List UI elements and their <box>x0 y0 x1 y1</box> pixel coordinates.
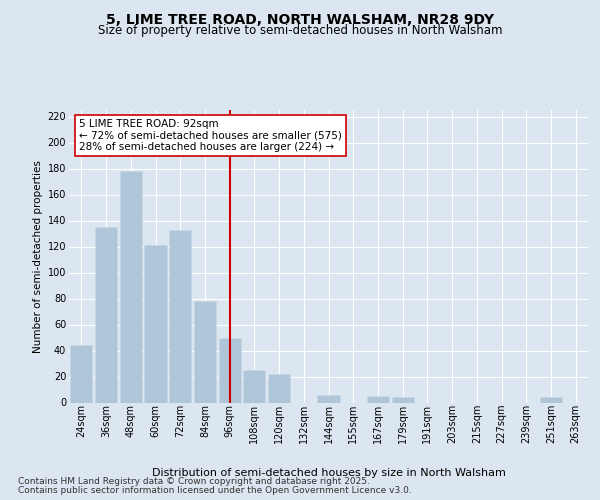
Text: Contains HM Land Registry data © Crown copyright and database right 2025.: Contains HM Land Registry data © Crown c… <box>18 477 370 486</box>
Bar <box>367 396 389 402</box>
Bar <box>119 171 142 402</box>
Bar <box>268 374 290 402</box>
Y-axis label: Number of semi-detached properties: Number of semi-detached properties <box>34 160 43 352</box>
Bar <box>540 398 562 402</box>
Bar <box>243 370 265 402</box>
Bar <box>392 398 414 402</box>
Bar <box>95 227 117 402</box>
Bar <box>218 338 241 402</box>
Bar <box>70 346 92 403</box>
Text: Contains public sector information licensed under the Open Government Licence v3: Contains public sector information licen… <box>18 486 412 495</box>
Text: Distribution of semi-detached houses by size in North Walsham: Distribution of semi-detached houses by … <box>152 468 506 477</box>
Text: 5, LIME TREE ROAD, NORTH WALSHAM, NR28 9DY: 5, LIME TREE ROAD, NORTH WALSHAM, NR28 9… <box>106 12 494 26</box>
Bar <box>145 245 167 402</box>
Text: 5 LIME TREE ROAD: 92sqm
← 72% of semi-detached houses are smaller (575)
28% of s: 5 LIME TREE ROAD: 92sqm ← 72% of semi-de… <box>79 119 342 152</box>
Text: Size of property relative to semi-detached houses in North Walsham: Size of property relative to semi-detach… <box>98 24 502 37</box>
Bar <box>169 230 191 402</box>
Bar <box>194 301 216 402</box>
Bar <box>317 394 340 402</box>
